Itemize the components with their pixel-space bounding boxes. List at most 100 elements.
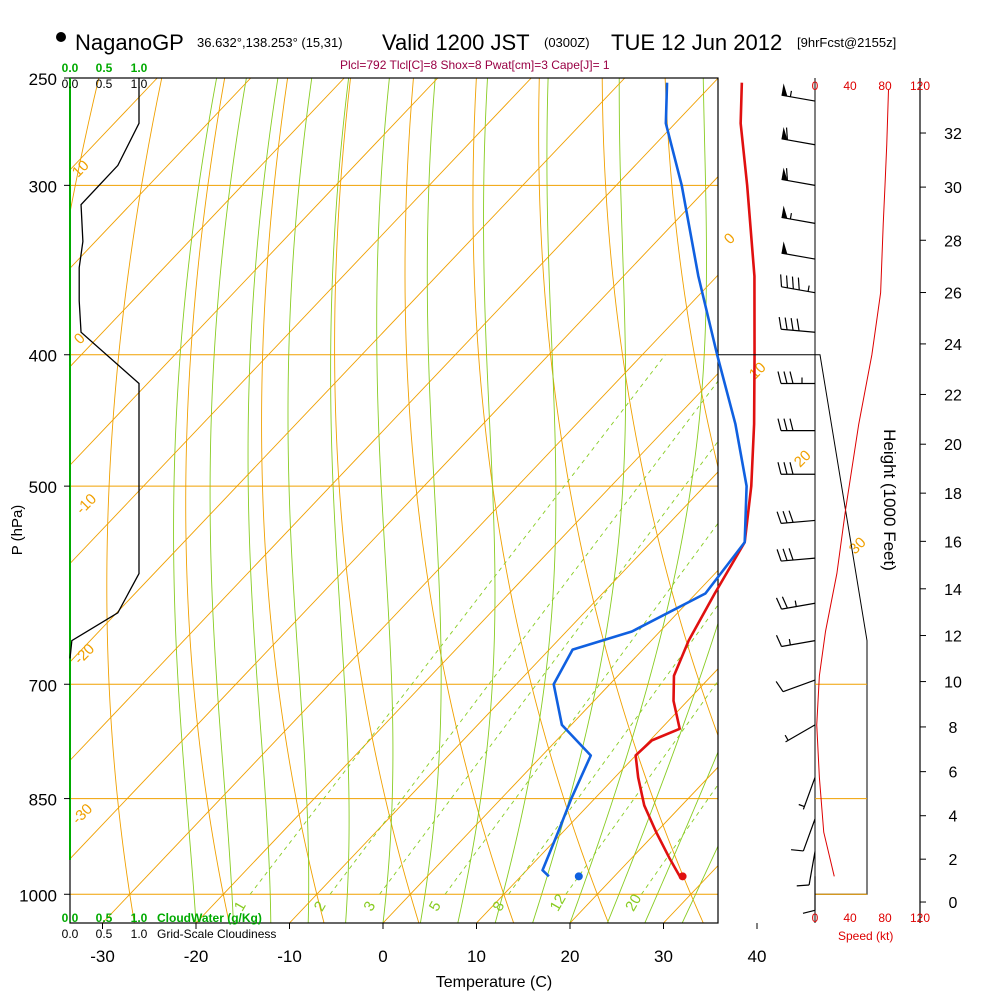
surface-dewpoint-point — [574, 872, 583, 881]
height-tick-label: 10 — [944, 675, 962, 692]
cloud-water-tick: 0.0 — [62, 911, 79, 925]
mixing-ratio-label: 12 — [547, 891, 570, 914]
pressure-tick-label: 700 — [29, 676, 57, 695]
temperature-tick-label: 10 — [467, 947, 486, 966]
wind-barb — [775, 634, 816, 648]
speed-reference-outline — [718, 354, 868, 895]
moist-adiabat — [419, 78, 442, 923]
dry-adiabat — [854, 78, 1000, 923]
temperature-tick-label: -10 — [277, 947, 302, 966]
cloudiness-tick: 0.0 — [62, 927, 79, 941]
height-tick-label: 0 — [949, 895, 958, 912]
wind-barb — [791, 818, 816, 852]
cloud-water-top-tick: 1.0 — [131, 61, 148, 75]
mixing-ratio-line — [249, 354, 666, 895]
moist-adiabat — [173, 78, 218, 923]
dry-adiabat — [601, 78, 718, 737]
speed-label: Speed (kt) — [838, 929, 893, 943]
height-tick-label: 32 — [944, 126, 962, 143]
cloud-water-label: CloudWater (g/Kg) — [157, 911, 262, 925]
dry-adiabat-label: 30 — [846, 534, 870, 558]
pressure-tick-label: 250 — [29, 70, 57, 89]
isotherm — [70, 78, 345, 368]
dry-adiabat-label: 0 — [721, 230, 739, 248]
isotherm — [382, 569, 718, 923]
temperature-tick-label: 0 — [378, 947, 387, 966]
cloud-water-tick: 0.5 — [96, 911, 113, 925]
speed-top-tick: 40 — [843, 79, 857, 93]
pressure-tick-label: 850 — [29, 791, 57, 810]
cloudiness-top-tick: 0.0 — [62, 77, 79, 91]
speed-top-tick: 80 — [878, 79, 892, 93]
height-tick-label: 8 — [949, 720, 958, 737]
speed-bottom-tick: 80 — [878, 911, 892, 925]
height-tick-label: 16 — [944, 534, 962, 551]
isotherm — [70, 78, 626, 663]
isotherm — [70, 78, 718, 762]
mixing-ratio-line — [329, 380, 718, 895]
wind-barb — [781, 83, 816, 102]
height-tick-label: 2 — [949, 852, 958, 869]
wind-barb — [798, 777, 816, 810]
cloud-water-top-tick: 0.0 — [62, 61, 79, 75]
sounding-parameters: Plcl=792 Tlcl[C]=8 Shox=8 Pwat[cm]=3 Cap… — [340, 58, 610, 72]
height-tick-label: 22 — [944, 387, 962, 404]
height-tick-label: 26 — [944, 286, 962, 303]
speed-top-tick: 120 — [910, 79, 930, 93]
isotherm — [70, 78, 252, 269]
height-tick-label: 28 — [944, 233, 962, 250]
isotherm — [476, 668, 718, 923]
temperature-tick-label: -30 — [90, 947, 115, 966]
y-axis-label: P (hPa) — [9, 505, 26, 556]
wind-barb — [796, 851, 816, 887]
wind-barb — [778, 316, 816, 333]
height-tick-label: 12 — [944, 629, 962, 646]
title-bullet — [55, 30, 67, 48]
cloudiness-top-tick: 0.5 — [96, 77, 113, 91]
moist-adiabat — [644, 750, 718, 923]
pressure-tick-label: 300 — [29, 177, 57, 196]
wind-barb — [775, 596, 816, 610]
isotherm — [289, 471, 718, 923]
wind-barb — [781, 127, 816, 146]
wind-speed-profile — [816, 89, 889, 877]
moist-adiabat — [494, 78, 557, 923]
wind-barb — [781, 205, 816, 224]
isotherm — [569, 766, 718, 923]
isotherm — [102, 274, 718, 923]
mixing-ratio-label: 8 — [489, 899, 508, 915]
surface-temperature-point — [678, 872, 687, 881]
speed-bottom-tick: 40 — [843, 911, 857, 925]
pressure-tick-label: 500 — [29, 478, 57, 497]
cloudiness-label: Grid-Scale Cloudiness — [157, 927, 276, 941]
dry-adiabat-label: 10 — [746, 359, 770, 383]
moist-adiabat — [209, 78, 247, 923]
temperature-line — [634, 82, 756, 877]
mixing-ratio-label: 20 — [622, 891, 645, 914]
height-tick-label: 14 — [944, 582, 962, 599]
mixing-ratio-label: 2 — [311, 899, 330, 915]
moist-adiabat — [569, 78, 707, 923]
station-name: NaganoGP — [75, 30, 184, 55]
cloudiness-profile — [69, 78, 140, 659]
wind-barb — [777, 371, 815, 385]
speed-bottom-tick: 120 — [910, 911, 930, 925]
dry-adiabat — [664, 78, 718, 469]
wind-barb — [776, 510, 816, 525]
height-tick-label: 4 — [949, 809, 958, 826]
temperature-tick-label: 20 — [561, 947, 580, 966]
isotherm — [851, 78, 1000, 923]
wind-barb — [781, 167, 816, 186]
isotherm — [195, 372, 718, 923]
wind-barb — [777, 462, 815, 475]
moist-adiabat — [247, 78, 279, 923]
dry-adiabat-label: 10 — [69, 157, 93, 181]
mixing-ratio-line — [641, 783, 718, 895]
height-tick-label: 24 — [944, 337, 962, 354]
dry-adiabat-label: 20 — [791, 447, 815, 471]
mixing-ratio-label: 3 — [360, 899, 379, 915]
station-coords: 36.632°,138.253° (15,31) — [197, 35, 343, 50]
valid-time: Valid 1200 JST — [382, 30, 530, 55]
cloudiness-tick: 0.5 — [96, 927, 113, 941]
